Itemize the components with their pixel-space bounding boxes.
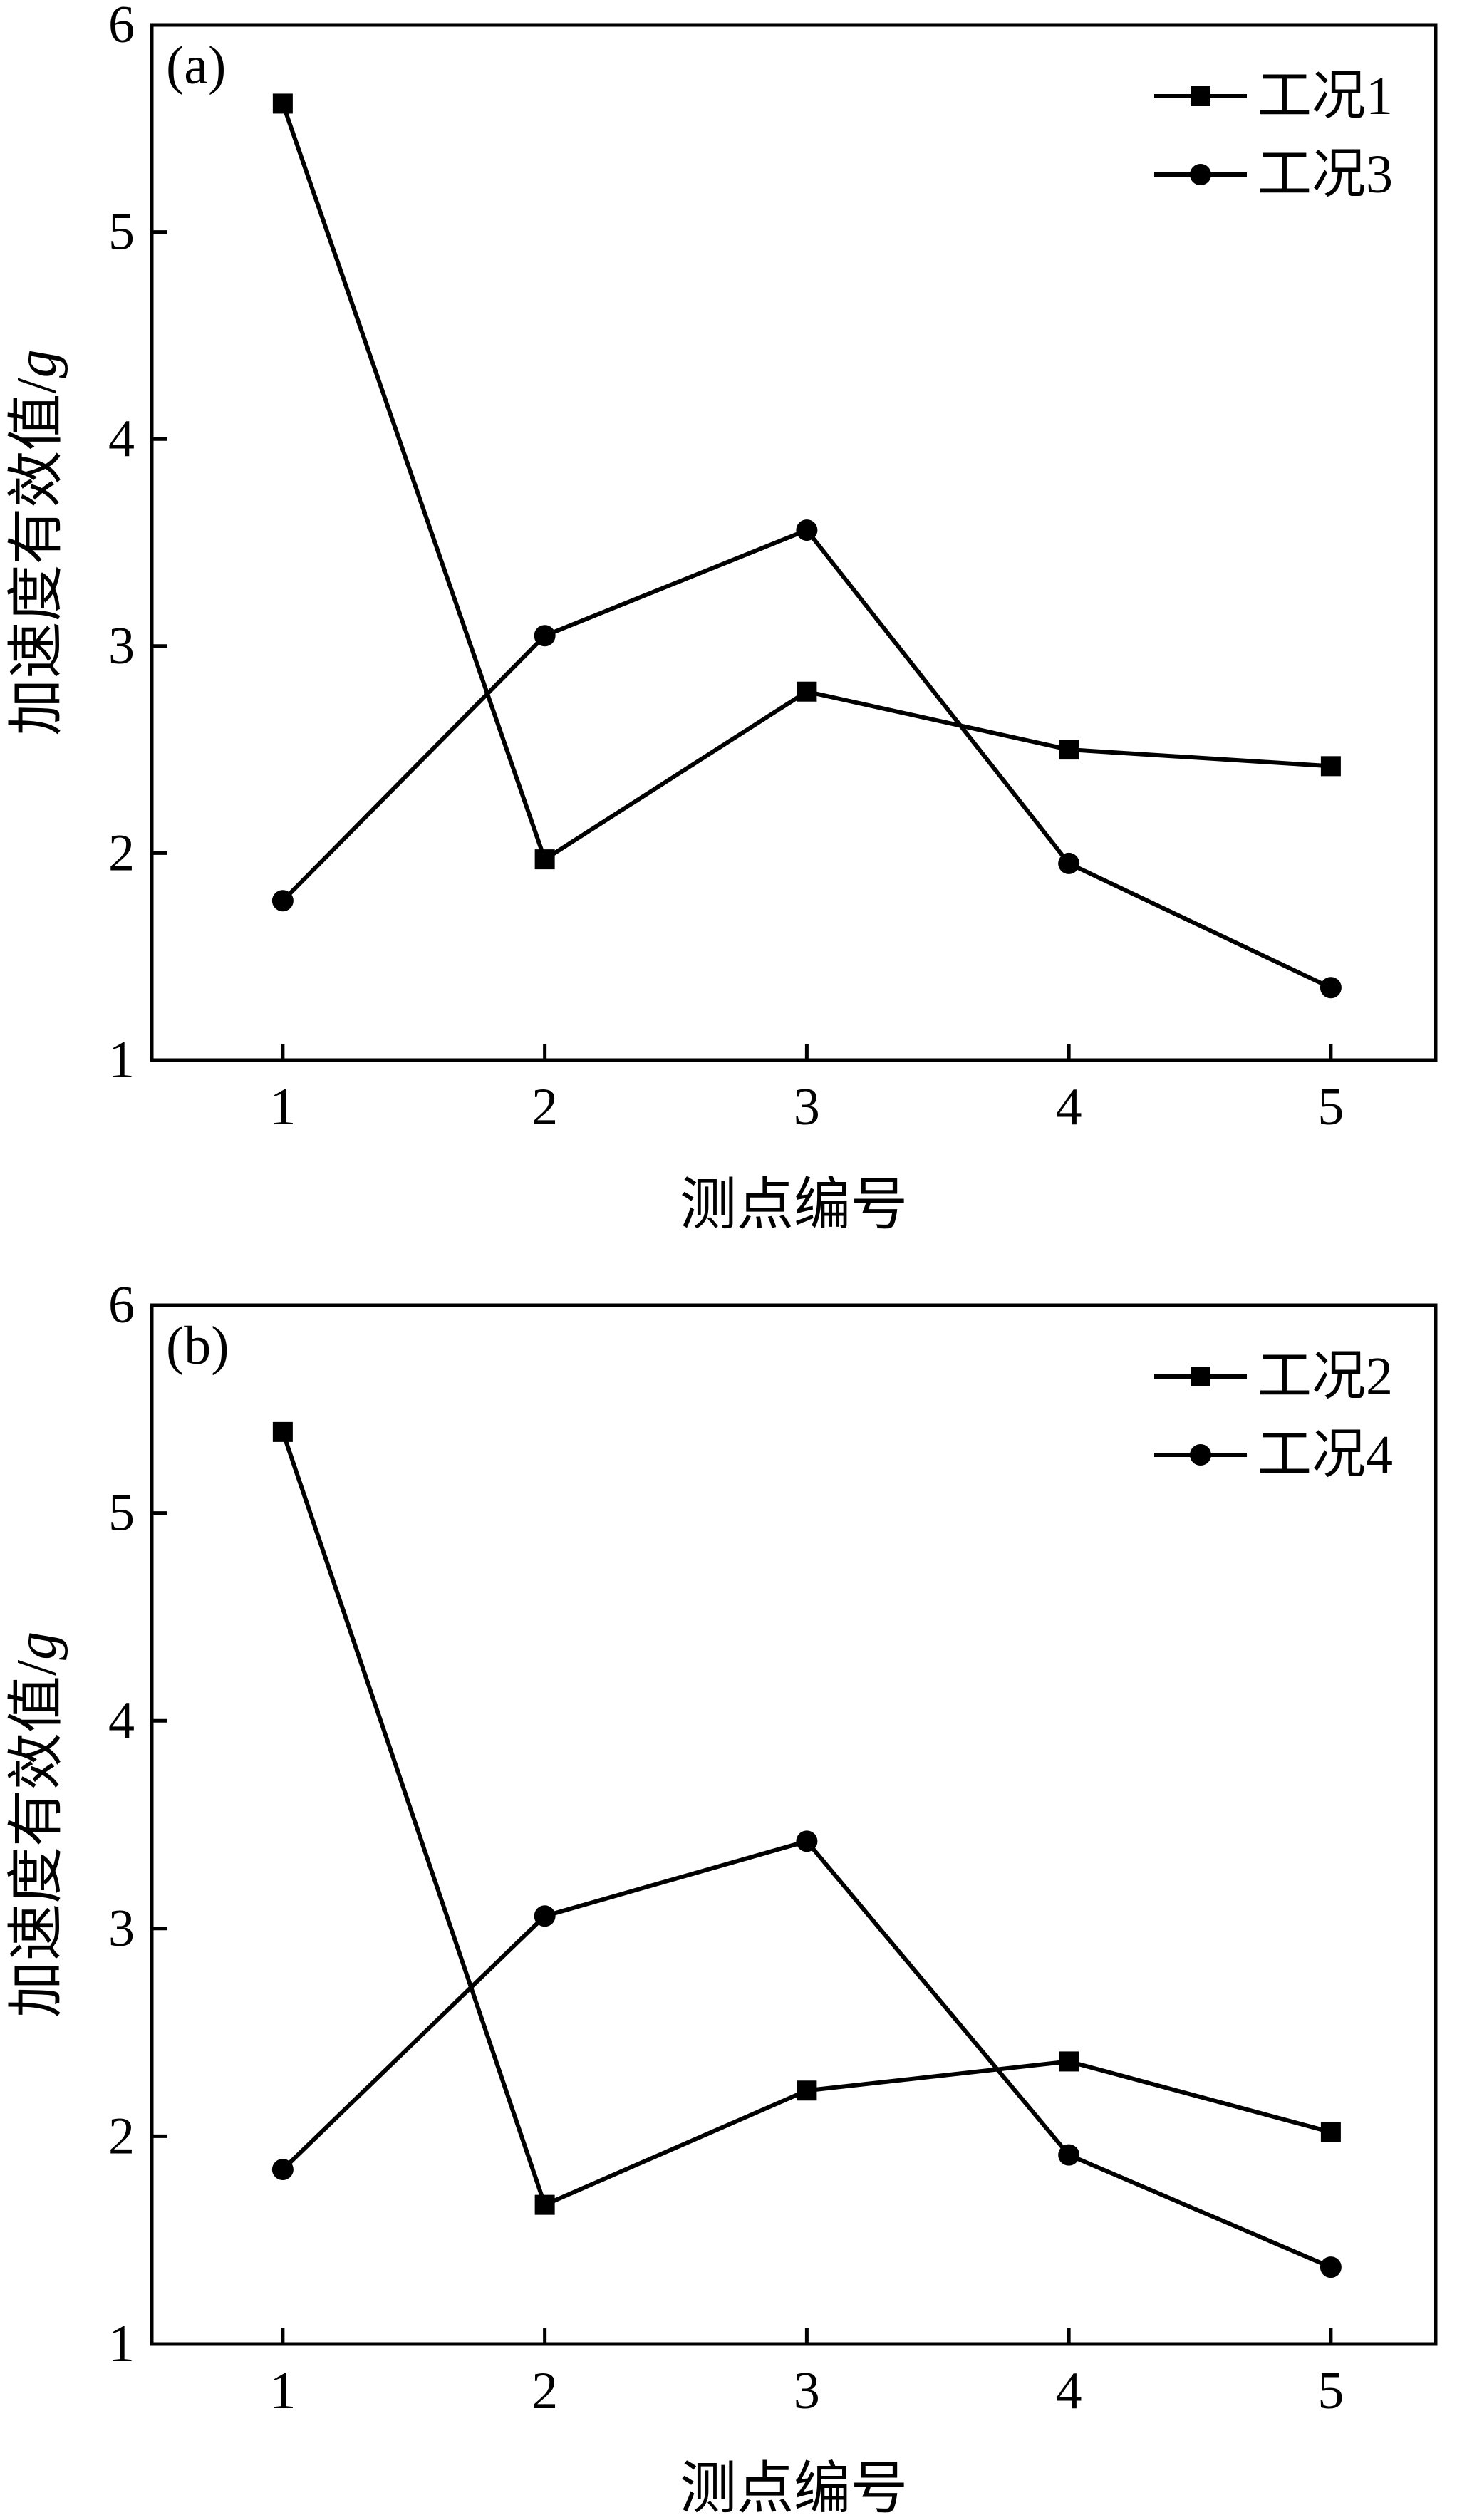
x-axis-title: 测点编号: [680, 1174, 908, 1237]
legend-marker-circle: [1190, 1444, 1211, 1466]
data-point-square: [1320, 2122, 1341, 2142]
y-axis-title-text: 加速度有效值/: [6, 378, 68, 736]
data-point-circle: [1320, 977, 1342, 999]
legend-item-1: 工况2: [1154, 1347, 1393, 1406]
x-axis-title: 测点编号: [680, 2458, 908, 2516]
legend-label: 工况1: [1258, 66, 1393, 126]
y-tick-label: 5: [108, 1484, 135, 1542]
series-1: [272, 93, 1341, 870]
series-line: [281, 103, 1332, 863]
x-tick-label: 3: [794, 1078, 820, 1136]
data-point-circle: [1058, 2144, 1080, 2166]
data-point-circle: [271, 890, 294, 912]
y-tick-label: 6: [108, 1276, 135, 1334]
x-tick-label: 2: [532, 1078, 558, 1136]
x-tick-label: 5: [1317, 1078, 1344, 1136]
y-axis-unit: g: [6, 349, 68, 378]
x-tick-label: 4: [1056, 1078, 1082, 1136]
y-tick-label: 1: [108, 2315, 135, 2373]
y-tick-label: 3: [108, 1899, 135, 1958]
x-tick-label: 1: [269, 2362, 296, 2420]
y-tick-label: 6: [108, 0, 135, 54]
series-1: [272, 1421, 1341, 2215]
data-point-circle: [271, 2159, 294, 2181]
data-point-circle: [796, 1830, 818, 1852]
data-point-square: [534, 2194, 555, 2215]
y-axis-title: 加速度有效值/g: [6, 349, 68, 735]
legend-label: 工况2: [1258, 1347, 1393, 1406]
series-line: [281, 527, 1332, 990]
legend-marker-circle: [1190, 164, 1211, 185]
data-point-square: [272, 1421, 293, 1442]
data-point-square: [272, 93, 293, 114]
y-tick-label: 2: [108, 824, 135, 882]
legend-marker-square: [1191, 86, 1210, 106]
data-point-square: [1059, 2051, 1079, 2072]
y-tick-label: 3: [108, 617, 135, 675]
data-point-square: [1320, 756, 1341, 777]
plot-frame: [150, 23, 1438, 1062]
data-point-circle: [1320, 2256, 1342, 2278]
legend-item-2: 工况4: [1154, 1425, 1393, 1485]
series-line: [281, 1838, 1332, 2269]
panel-label: (a): [166, 36, 226, 95]
y-axis-title-text: 加速度有效值/: [6, 1659, 68, 2018]
data-point-circle: [534, 625, 556, 647]
x-tick-label: 1: [269, 1078, 296, 1136]
data-point-circle: [796, 519, 818, 541]
y-tick-label: 4: [108, 1691, 135, 1750]
legend-marker-square: [1191, 1367, 1210, 1386]
data-point-circle: [534, 1905, 556, 1927]
data-point-circle: [1058, 852, 1080, 874]
series-2: [271, 1830, 1342, 2278]
legend-item-2: 工况3: [1154, 145, 1393, 204]
y-tick-label: 1: [108, 1031, 135, 1089]
data-point-square: [797, 681, 817, 702]
panel-label: (b): [166, 1316, 229, 1376]
x-tick-label: 5: [1317, 2362, 1344, 2420]
y-axis-title: 加速度有效值/g: [6, 1632, 68, 2018]
x-tick-label: 2: [532, 2362, 558, 2420]
legend-item-1: 工况1: [1154, 66, 1393, 126]
y-tick-label: 4: [108, 410, 135, 468]
series-2: [271, 519, 1342, 999]
x-tick-label: 3: [794, 2362, 820, 2420]
y-axis-unit: g: [6, 1632, 68, 1660]
data-point-square: [1059, 740, 1079, 760]
plot-frame: [150, 1303, 1438, 2346]
legend-label: 工况4: [1258, 1425, 1393, 1485]
x-tick-label: 4: [1056, 2362, 1082, 2420]
data-point-square: [534, 849, 555, 870]
legend-label: 工况3: [1258, 145, 1393, 204]
data-point-square: [797, 2080, 817, 2101]
y-tick-label: 5: [108, 203, 135, 261]
y-tick-label: 2: [108, 2107, 135, 2165]
